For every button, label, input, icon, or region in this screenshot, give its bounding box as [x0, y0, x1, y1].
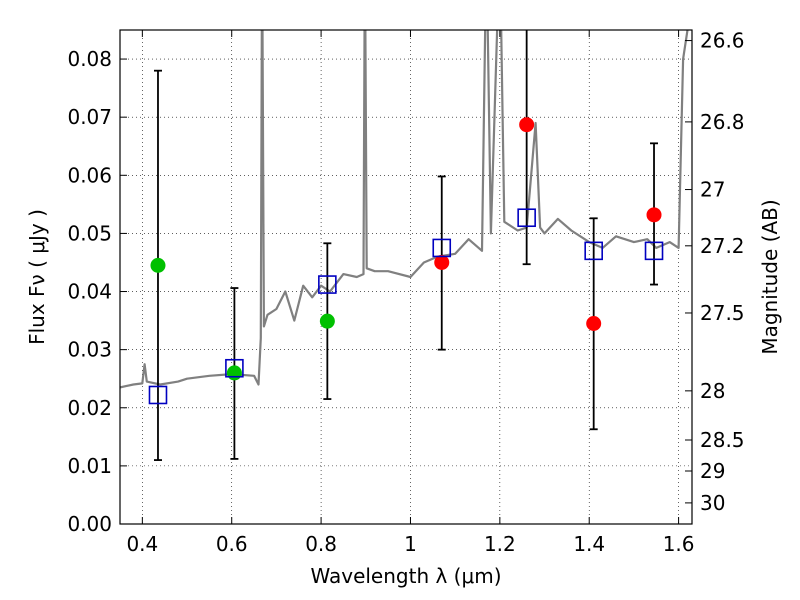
x-tick-label: 1.4 — [573, 532, 605, 556]
y-tick-label: 0.05 — [67, 221, 112, 245]
y-tick-label: 0.00 — [67, 512, 112, 536]
data-point-circle — [646, 207, 662, 223]
x-axis-title: Wavelength λ (μm) — [310, 564, 501, 588]
x-tick-label: 0.8 — [305, 532, 337, 556]
x-tick-label: 0.6 — [216, 532, 248, 556]
axes: 0.4 0.6 0.8 1 1.2 1.4 1.6 0.00 0.01 0.02 0.03 0.04 0… — [67, 29, 744, 556]
model-photometry-square — [517, 208, 536, 228]
model-photometry-square — [584, 241, 603, 261]
mag-tick-label: 26.6 — [700, 29, 745, 53]
mag-tick-label: 30 — [700, 491, 725, 515]
data-point-circle — [150, 257, 166, 273]
y-tick-label: 0.07 — [67, 105, 112, 129]
x-tick-label: 1.2 — [484, 532, 516, 556]
y2-axis-title: Magnitude (AB) — [758, 199, 782, 354]
x-tick-label: 1 — [404, 532, 417, 556]
model-photometry-square — [644, 241, 664, 261]
model-photometry-square — [225, 358, 244, 378]
data-point-circle — [434, 254, 450, 270]
y-axis-title: Flux Fν ( μJy ) — [25, 209, 49, 345]
y-tick-label: 0.08 — [67, 47, 112, 71]
mag-tick-label: 27.2 — [700, 234, 745, 258]
y-tick-label: 0.04 — [67, 280, 112, 304]
mag-tick-label: 28.5 — [700, 428, 745, 452]
mag-tick-label: 26.8 — [700, 110, 745, 134]
mag-tick-label: 27.5 — [700, 301, 745, 325]
model-photometry-square — [318, 275, 337, 294]
y-tick-label: 0.06 — [67, 163, 112, 187]
data-point-circle — [586, 315, 602, 331]
model-photometry-square — [432, 238, 452, 258]
data-point-circle — [519, 117, 535, 133]
x-tick-label: 1.6 — [663, 532, 695, 556]
mag-tick-label: 28 — [700, 379, 725, 403]
y-tick-label: 0.01 — [67, 454, 112, 478]
data-point-circle — [226, 365, 242, 381]
plot-frame — [119, 29, 693, 525]
data-point-circle — [319, 313, 335, 329]
mag-tick-label: 27 — [700, 178, 725, 202]
y-tick-label: 0.03 — [67, 338, 112, 362]
x-tick-label: 0.4 — [126, 532, 158, 556]
plot-area — [120, 30, 689, 461]
model-photometry-square — [148, 385, 168, 405]
mag-tick-label: 29 — [700, 459, 725, 483]
y-tick-label: 0.02 — [67, 396, 112, 420]
